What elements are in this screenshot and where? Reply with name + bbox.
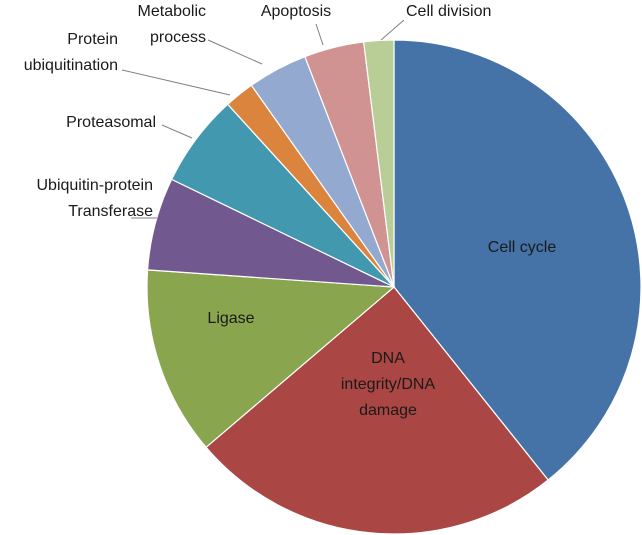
leader-line: [121, 69, 231, 96]
leader-line: [161, 124, 193, 139]
slice-label: Cell division: [406, 3, 491, 20]
slice-label: Ligase: [207, 310, 254, 327]
pie-slice: [393, 39, 642, 481]
slice-label: process: [150, 29, 206, 46]
slice-labels: Cell cycle DNA integrity/DNA damage Ligase Ub…: [24, 3, 557, 419]
slice-label: integrity/DNA: [341, 376, 436, 393]
pie-slice: [363, 39, 395, 288]
pie-slices: [146, 39, 642, 535]
leader-line: [315, 23, 324, 46]
slice-label: Apoptosis: [261, 3, 331, 20]
pie-slice: [146, 269, 396, 449]
slice-label: Ubiquitin-protein: [36, 177, 153, 194]
pie-slice: [205, 286, 549, 535]
slice-label: DNA: [371, 350, 405, 367]
slice-label: Cell cycle: [488, 239, 557, 256]
slice-label: damage: [359, 402, 417, 419]
leader-line: [380, 19, 405, 41]
leader-lines: [121, 19, 405, 219]
slice-label: Metabolic: [138, 3, 206, 20]
slice-label: ubiquitination: [24, 57, 118, 74]
slice-label: Transferase: [68, 203, 153, 220]
slice-label: Protein: [67, 31, 118, 48]
leader-line: [207, 39, 263, 65]
slice-label: Proteasomal: [66, 114, 156, 131]
